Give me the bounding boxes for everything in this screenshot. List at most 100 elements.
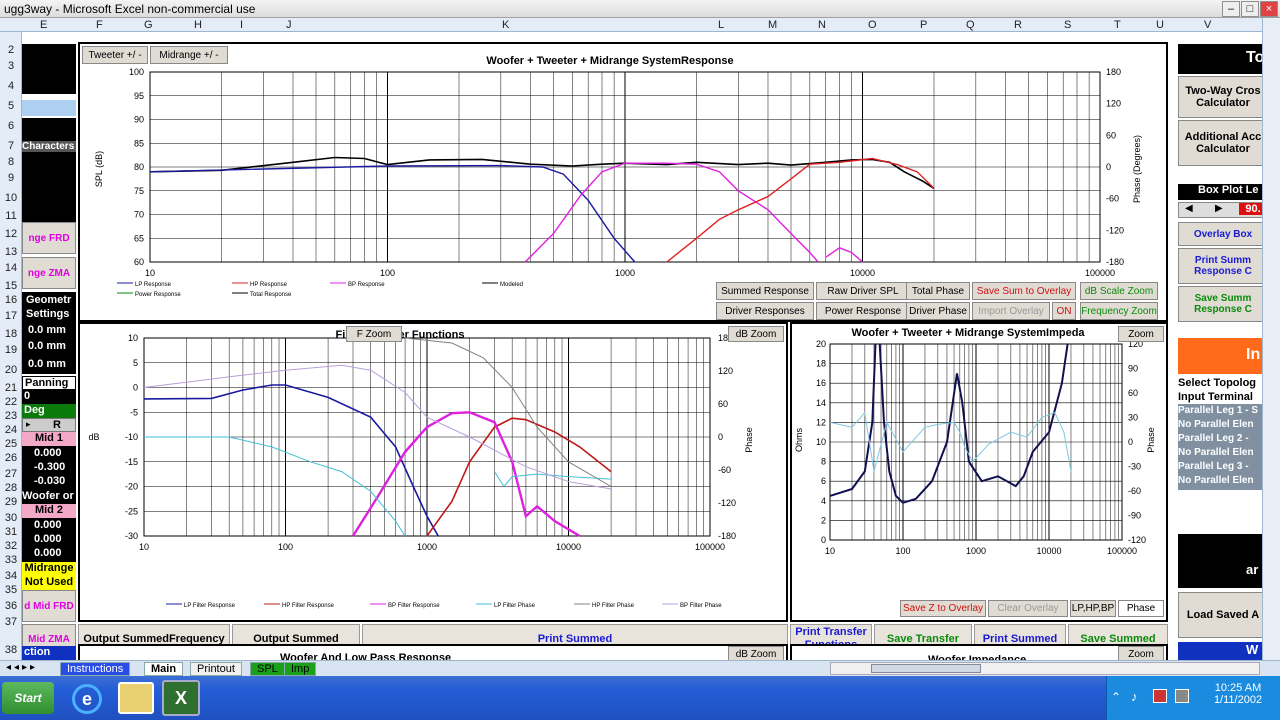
row-header[interactable]: 19 bbox=[4, 344, 18, 356]
row-header[interactable]: 30 bbox=[4, 512, 18, 524]
save-sum-overlay-button[interactable]: Save Sum to Overlay bbox=[972, 282, 1076, 300]
range-zma-button[interactable]: nge ZMA bbox=[22, 257, 76, 289]
summed-response-button[interactable]: Summed Response bbox=[716, 282, 814, 300]
column-header[interactable]: M bbox=[768, 19, 778, 31]
total-phase-button[interactable]: Total Phase bbox=[906, 282, 970, 300]
row-header[interactable]: 38 bbox=[4, 644, 18, 656]
row-header[interactable]: 21 bbox=[4, 382, 18, 394]
column-header[interactable]: J bbox=[286, 19, 292, 31]
raw-driver-spl-button[interactable]: Raw Driver SPL bbox=[816, 282, 910, 300]
row-header[interactable]: 20 bbox=[4, 364, 18, 376]
row-header[interactable]: 33 bbox=[4, 554, 18, 566]
column-header[interactable]: N bbox=[818, 19, 826, 31]
db-scale-zoom-button[interactable]: dB Scale Zoom bbox=[1080, 282, 1158, 300]
row-header[interactable]: 35 bbox=[4, 584, 18, 596]
internet-explorer-icon[interactable]: e bbox=[72, 684, 102, 714]
power-response-button[interactable]: Power Response bbox=[816, 302, 910, 320]
column-header[interactable]: I bbox=[240, 19, 244, 31]
row-header[interactable]: 15 bbox=[4, 280, 18, 292]
box-plot-scroll[interactable]: ◀ ▶ 90. bbox=[1178, 202, 1268, 218]
row-header[interactable]: 17 bbox=[4, 310, 18, 322]
row-header[interactable]: 5 bbox=[7, 100, 15, 112]
volume-icon[interactable]: ♪ bbox=[1131, 689, 1138, 704]
column-header[interactable]: G bbox=[144, 19, 153, 31]
column-header[interactable]: E bbox=[40, 19, 48, 31]
frequency-zoom-button[interactable]: Frequency Zoom bbox=[1080, 302, 1158, 320]
row-header[interactable]: 25 bbox=[4, 438, 18, 450]
f-zoom-button[interactable]: F Zoom bbox=[346, 326, 402, 342]
tab-instructions[interactable]: Instructions bbox=[60, 662, 131, 676]
row-header[interactable]: 7 bbox=[7, 140, 15, 152]
midrange-button[interactable]: Midrange +/ - bbox=[150, 46, 228, 64]
tray-expand-icon[interactable]: ⌃ bbox=[1111, 690, 1122, 704]
row-header[interactable]: 11 bbox=[5, 210, 17, 222]
column-header[interactable]: H bbox=[194, 19, 202, 31]
row-header[interactable]: 3 bbox=[7, 60, 15, 72]
row-header[interactable]: 36 bbox=[4, 600, 18, 612]
column-header[interactable]: R bbox=[1014, 19, 1022, 31]
row-header[interactable]: 37 bbox=[4, 616, 18, 628]
vertical-scrollbar[interactable] bbox=[1262, 18, 1280, 678]
row-header[interactable]: 14 bbox=[4, 262, 18, 274]
save-z-overlay-button[interactable]: Save Z to Overlay bbox=[900, 600, 986, 617]
row-header[interactable]: 18 bbox=[4, 328, 18, 340]
row-header[interactable]: 4 bbox=[7, 80, 15, 92]
row-header[interactable]: 24 bbox=[4, 424, 18, 436]
safely-remove-icon[interactable] bbox=[1175, 689, 1189, 703]
phase-toggle-button[interactable]: Phase bbox=[1118, 600, 1164, 617]
row-header[interactable]: 27 bbox=[4, 468, 18, 480]
row-header[interactable]: 9 bbox=[7, 172, 15, 184]
column-header[interactable]: T bbox=[1114, 19, 1121, 31]
tab-imp[interactable]: Imp bbox=[284, 662, 317, 676]
column-header[interactable]: F bbox=[96, 19, 103, 31]
impedance-zoom-button[interactable]: Zoom bbox=[1118, 326, 1164, 342]
overlay-on-toggle[interactable]: ON bbox=[1052, 302, 1076, 320]
tweeter-button[interactable]: Tweeter +/ - bbox=[82, 46, 148, 64]
clear-overlay-button[interactable]: Clear Overlay bbox=[988, 600, 1068, 617]
scroll-right-icon[interactable]: ▶ bbox=[1215, 203, 1223, 214]
tab-nav-icon[interactable]: ◂◂▸▸ bbox=[6, 662, 39, 673]
explorer-icon[interactable] bbox=[118, 682, 154, 714]
column-header[interactable]: P bbox=[920, 19, 928, 31]
tab-spl[interactable]: SPL bbox=[250, 662, 285, 676]
row-header[interactable]: 2 bbox=[7, 44, 15, 56]
tab-main[interactable]: Main bbox=[144, 662, 184, 676]
column-header[interactable]: K bbox=[502, 19, 510, 31]
column-header[interactable]: V bbox=[1204, 19, 1212, 31]
scroll-left-icon[interactable]: ◀ bbox=[1185, 203, 1193, 214]
column-header[interactable]: Q bbox=[966, 19, 975, 31]
driver-responses-button[interactable]: Driver Responses bbox=[716, 302, 814, 320]
row-header[interactable]: 34 bbox=[4, 570, 18, 582]
scroll-thumb[interactable] bbox=[871, 664, 981, 673]
range-frd-button[interactable]: nge FRD bbox=[22, 222, 76, 254]
row-header[interactable]: 10 bbox=[4, 192, 18, 204]
row-header[interactable]: 31 bbox=[4, 526, 18, 538]
row-header[interactable]: 13 bbox=[4, 246, 18, 258]
row-header[interactable]: 23 bbox=[4, 410, 18, 422]
row-header[interactable]: 32 bbox=[4, 540, 18, 552]
horizontal-scrollbar[interactable] bbox=[830, 662, 1260, 675]
db-zoom-button[interactable]: dB Zoom bbox=[728, 326, 784, 342]
column-header[interactable]: O bbox=[868, 19, 877, 31]
row-header[interactable]: 6 bbox=[7, 120, 15, 132]
additional-calculator-button[interactable]: Additional Acc Calculator bbox=[1178, 120, 1268, 166]
pan-scroll[interactable]: ▸ R bbox=[22, 418, 76, 432]
row-header[interactable]: 8 bbox=[7, 156, 15, 168]
row-header[interactable]: 26 bbox=[4, 452, 18, 464]
column-header[interactable]: L bbox=[718, 19, 725, 31]
column-header[interactable]: U bbox=[1156, 19, 1164, 31]
load-saved-button[interactable]: Load Saved A bbox=[1178, 592, 1268, 638]
row-header[interactable]: 16 bbox=[4, 294, 18, 306]
two-way-calculator-button[interactable]: Two-Way Cros Calculator bbox=[1178, 76, 1268, 118]
close-icon[interactable]: × bbox=[1260, 1, 1278, 17]
network-icon[interactable] bbox=[1153, 689, 1167, 703]
minimize-icon[interactable]: – bbox=[1222, 1, 1240, 17]
row-header[interactable]: 28 bbox=[4, 482, 18, 494]
import-overlay-button[interactable]: Import Overlay bbox=[972, 302, 1050, 320]
driver-phase-button[interactable]: Driver Phase bbox=[906, 302, 970, 320]
left-arrow-icon[interactable]: ▸ bbox=[26, 419, 31, 429]
overlay-box-button[interactable]: Overlay Box bbox=[1178, 222, 1268, 246]
maximize-icon[interactable]: □ bbox=[1241, 1, 1259, 17]
excel-icon[interactable]: X bbox=[162, 680, 200, 716]
row-header[interactable]: 29 bbox=[4, 496, 18, 508]
